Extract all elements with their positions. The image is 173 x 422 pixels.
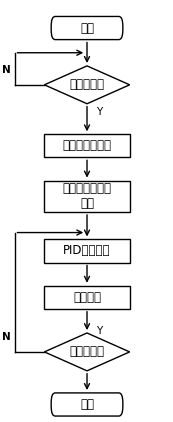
Text: 加热控制: 加热控制: [73, 291, 101, 304]
Bar: [44, 286, 130, 309]
Bar: [44, 239, 130, 262]
Text: N: N: [2, 65, 10, 75]
Polygon shape: [44, 66, 130, 104]
Text: 求与参比侧温度
差值: 求与参比侧温度 差值: [62, 182, 112, 210]
Text: 开始: 开始: [80, 22, 94, 35]
Text: Y: Y: [96, 326, 103, 336]
Text: Y: Y: [96, 107, 103, 117]
Text: PID算法计算: PID算法计算: [63, 244, 111, 257]
Bar: [44, 134, 130, 157]
Text: N: N: [2, 332, 10, 342]
Polygon shape: [44, 333, 130, 371]
Text: 反应开始？: 反应开始？: [70, 78, 104, 91]
Bar: [44, 181, 130, 212]
Text: 结束: 结束: [80, 398, 94, 411]
Text: 反应结束？: 反应结束？: [70, 345, 104, 358]
FancyBboxPatch shape: [51, 393, 123, 416]
FancyBboxPatch shape: [51, 16, 123, 40]
Text: 获取样品侧温度: 获取样品侧温度: [62, 139, 112, 152]
